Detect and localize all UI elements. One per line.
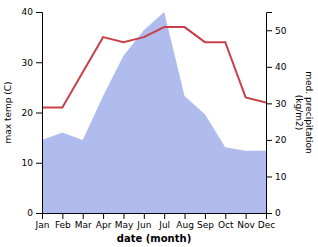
tick-mark [62,213,63,219]
tick-mark [36,113,42,114]
y-axis-title: max temp (C) [3,81,13,143]
tick-label: Sep [197,220,214,230]
tick-label: Aug [176,220,194,230]
tick: 50 [266,26,287,36]
tick-label: 40 [22,7,34,17]
tick-mark [225,213,226,219]
tick-label: Mar [75,220,92,230]
tick: Dec [258,213,275,230]
tick: 40 [266,62,287,72]
tick-mark [205,213,206,219]
tick: Oct [218,213,234,230]
tick-label: 20 [22,108,34,118]
tick-mark [36,62,42,63]
tick-label: 30 [275,99,287,109]
tick-label: Jun [136,220,151,230]
tick: 40 [22,7,42,17]
axis-line [36,13,43,214]
tick-label: 40 [275,62,287,72]
tick-label: Feb [55,220,71,230]
x-axis-title: date (month) [117,233,191,244]
tick: Feb [55,213,71,230]
tick: 10 [266,172,287,182]
tick-label: Oct [218,220,234,230]
tick: 30 [266,99,287,109]
tick: Mar [75,213,92,230]
y-axis: 0 10 20 30 40 [22,7,43,218]
tick-mark [266,30,272,31]
y2-axis-title-line: med. precipitation [304,71,314,153]
tick-mark [123,213,124,219]
tick: Jan [35,213,50,230]
tick: 30 [22,58,42,68]
tick-label: 20 [275,135,287,145]
x-axis: Jan Feb Mar AprMayJun Jul AugSep OctNovDec [35,213,276,230]
tick-mark [266,67,272,68]
tick-label: Apr [96,220,112,230]
tick-label: 30 [22,58,34,68]
tick-mark [266,103,272,104]
tick-mark [164,213,165,219]
temperature-line [42,27,266,107]
tick-label: Jul [158,220,170,230]
tick-mark [36,163,42,164]
y2-axis-title-line: (kg/m2) [294,95,304,130]
tick-mark [266,176,272,177]
tick-label: 0 [27,208,33,218]
tick: May [115,213,134,230]
tick-label: 50 [275,26,287,36]
tick-mark [246,213,247,219]
precipitation-area [42,12,266,213]
tick: 0 [27,208,42,218]
tick: Nov [237,213,255,230]
tick-label: Nov [237,220,255,230]
tick-label: May [115,220,134,230]
tick-label: Jan [35,220,50,230]
chart: JanFebMarAprMayJunJulAugSepOctNovDec0102… [0,0,318,247]
tick-mark [36,213,42,214]
tick: 20 [266,135,287,145]
tick-mark [185,213,186,219]
tick-mark [266,213,272,214]
tick-label: 0 [275,208,281,218]
tick: Jun [136,213,151,230]
tick: Aug [176,213,194,230]
y2-axis-title: med. precipitation(kg/m2) [294,71,314,153]
plot: JanFebMarAprMayJunJulAugSepOctNovDec0102… [22,7,287,230]
y2-axis: 0 10 20 30 40 50 [266,13,287,219]
tick-label: 10 [275,172,287,182]
tick: 20 [22,108,42,118]
tick-label: 10 [22,158,34,168]
tick: 0 [266,208,281,218]
tick-mark [36,12,42,13]
tick: Sep [197,213,214,230]
marks [42,12,266,213]
tick-label: Dec [258,220,275,230]
tick: Apr [96,213,112,230]
axis-line [43,214,267,220]
tick-mark [144,213,145,219]
tick: Jul [158,213,170,230]
axis-line [267,13,273,214]
tick-mark [266,140,272,141]
tick-mark [83,213,84,219]
tick-mark [103,213,104,219]
tick: 10 [22,158,42,168]
